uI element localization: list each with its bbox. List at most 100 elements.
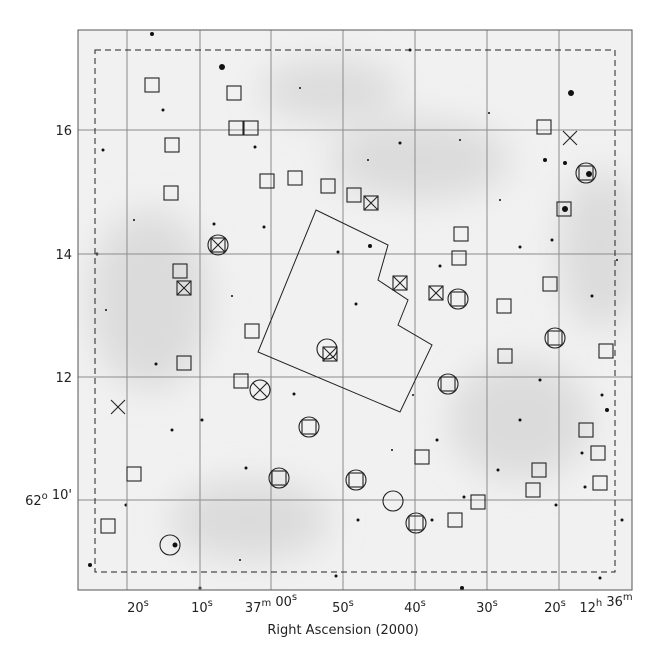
- x-tick-label: 30s: [476, 598, 498, 616]
- star: [212, 222, 216, 226]
- star: [568, 90, 574, 96]
- y-tick-label: 62o 10': [25, 488, 72, 509]
- square-marker: [322, 346, 338, 362]
- star: [586, 171, 592, 177]
- y-tick-label: 14: [55, 248, 72, 263]
- cross-marker: [176, 280, 192, 296]
- superscript: m: [623, 592, 633, 603]
- text: 12: [579, 601, 596, 616]
- y-tick-label: 12: [55, 371, 72, 386]
- square-marker: [176, 280, 192, 296]
- circle-marker: [405, 512, 427, 534]
- square-marker: [287, 170, 303, 186]
- circle-marker: [382, 490, 404, 512]
- star: [590, 294, 594, 298]
- star: [367, 159, 369, 161]
- star: [354, 302, 358, 306]
- square-marker: [547, 330, 563, 346]
- star: [334, 574, 338, 578]
- cross-marker: [562, 130, 578, 146]
- square-marker: [320, 178, 336, 194]
- text: 10': [48, 488, 72, 503]
- text: 14: [55, 248, 72, 263]
- text: 00: [271, 595, 292, 610]
- text: 30: [476, 601, 493, 616]
- circle-marker: [544, 327, 566, 349]
- star: [292, 392, 296, 396]
- square-marker: [450, 291, 466, 307]
- grid: [78, 30, 632, 590]
- circle-marker: [345, 469, 367, 491]
- star: [543, 158, 547, 162]
- star: [620, 518, 624, 522]
- text: 36: [602, 595, 623, 610]
- circle-marker: [437, 373, 459, 395]
- star: [605, 408, 609, 412]
- frame: [77, 29, 633, 591]
- cross-marker: [428, 285, 444, 301]
- x-tick-label: 20s: [544, 598, 566, 616]
- star: [499, 199, 501, 201]
- sky-image: [78, 30, 632, 590]
- square-marker: [259, 173, 275, 189]
- star: [435, 438, 439, 442]
- star: [550, 238, 554, 242]
- square-marker: [176, 355, 192, 371]
- text: 16: [55, 124, 72, 139]
- square-marker: [578, 422, 594, 438]
- star: [538, 378, 542, 382]
- square-marker: [428, 285, 444, 301]
- square-marker: [525, 482, 541, 498]
- star: [368, 244, 372, 248]
- star: [101, 148, 105, 152]
- superscript: m: [261, 598, 271, 609]
- star: [583, 485, 587, 489]
- survey-boundary: [94, 49, 616, 573]
- square-marker: [414, 449, 430, 465]
- square-marker: [210, 237, 226, 253]
- star: [391, 449, 393, 451]
- star: [231, 295, 233, 297]
- square-marker: [497, 348, 513, 364]
- square-marker: [531, 462, 547, 478]
- square-marker: [440, 376, 456, 392]
- square-marker: [100, 518, 116, 534]
- square-marker: [228, 120, 244, 136]
- square-marker: [363, 195, 379, 211]
- star: [580, 451, 584, 455]
- square-marker: [496, 298, 512, 314]
- square-marker: [144, 77, 160, 93]
- x-tick-label: 10s: [191, 598, 213, 616]
- star: [253, 145, 257, 149]
- superscript: s: [349, 598, 354, 609]
- cross-marker: [392, 275, 408, 291]
- text: 62: [25, 494, 42, 509]
- circle-marker: [207, 234, 229, 256]
- star: [200, 418, 204, 422]
- square-marker: [271, 470, 287, 486]
- circle-marker: [447, 288, 469, 310]
- superscript: s: [421, 598, 426, 609]
- square-marker: [243, 120, 259, 136]
- star: [563, 161, 567, 165]
- x-tick-label: 40s: [404, 598, 426, 616]
- square-marker: [542, 276, 558, 292]
- square-marker: [392, 275, 408, 291]
- star: [488, 112, 490, 114]
- star: [244, 466, 248, 470]
- star: [462, 495, 466, 499]
- circle-marker: [249, 379, 271, 401]
- square-marker: [233, 373, 249, 389]
- square-marker: [470, 494, 486, 510]
- square-marker: [592, 475, 608, 491]
- star: [154, 362, 158, 366]
- superscript: s: [493, 598, 498, 609]
- square-marker: [598, 343, 614, 359]
- square-marker: [578, 165, 594, 181]
- star: [219, 64, 225, 70]
- square-marker: [346, 187, 362, 203]
- x-tick-label: 37m 00s: [245, 592, 297, 616]
- star: [518, 245, 522, 249]
- x-axis-title: Right Ascension (2000): [267, 623, 418, 638]
